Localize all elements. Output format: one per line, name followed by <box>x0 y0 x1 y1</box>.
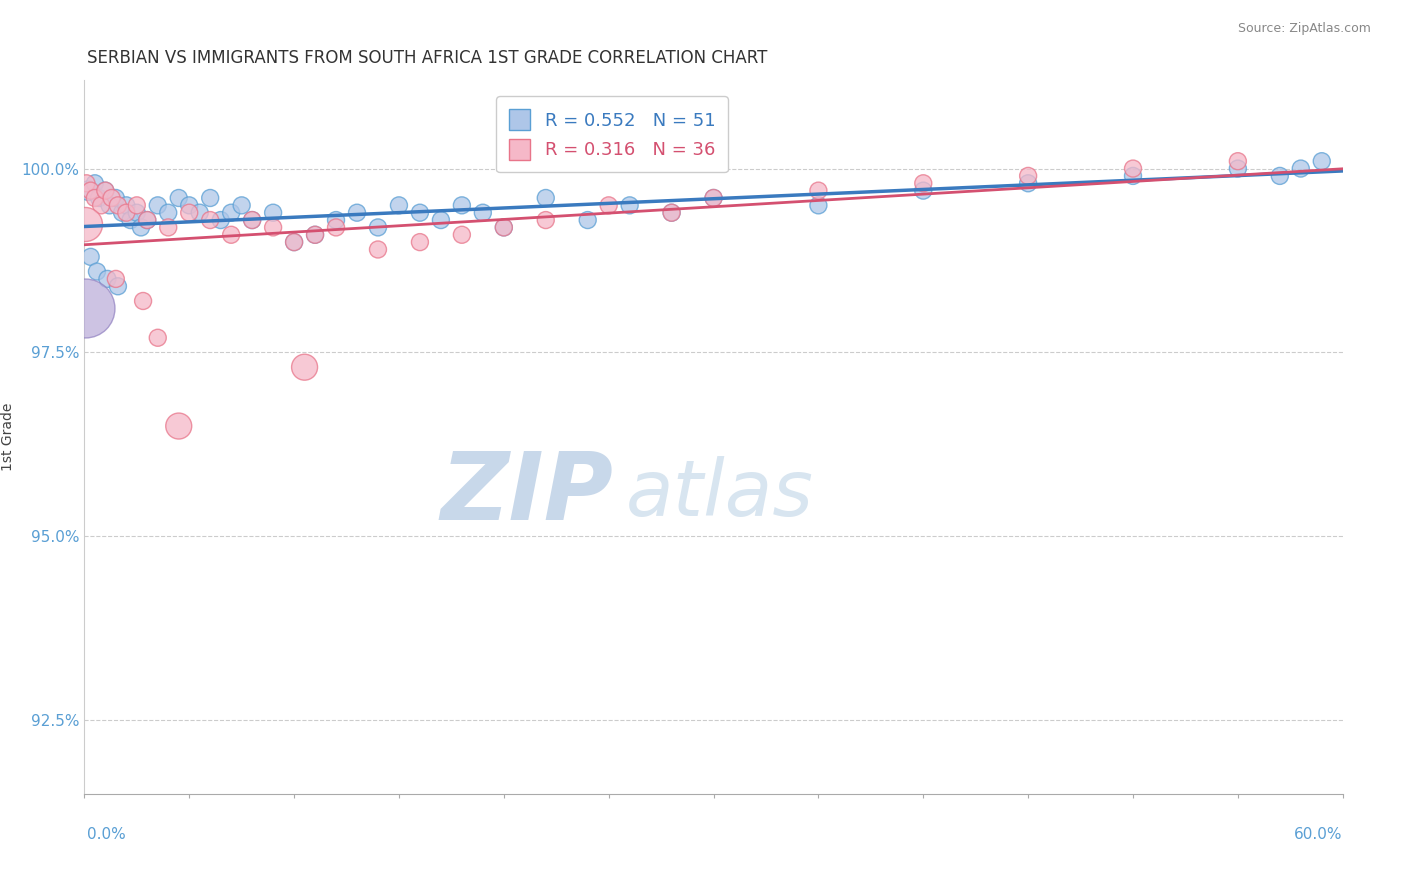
Text: 60.0%: 60.0% <box>1295 827 1343 841</box>
Point <box>111 205 134 219</box>
Point <box>492 220 515 235</box>
Point <box>1289 161 1312 176</box>
Text: atlas: atlas <box>626 456 813 533</box>
Point <box>136 213 159 227</box>
Point <box>77 184 100 198</box>
Point <box>283 235 305 249</box>
Point <box>86 264 108 278</box>
Point <box>107 198 129 212</box>
Point <box>807 184 830 198</box>
Point <box>304 227 326 242</box>
Point <box>304 227 326 242</box>
Point <box>125 198 148 212</box>
Point <box>136 213 159 227</box>
Point <box>96 272 118 286</box>
Point <box>107 279 129 293</box>
Point <box>262 205 284 219</box>
Point <box>75 301 97 316</box>
Point <box>912 176 935 190</box>
Y-axis label: 1st Grade: 1st Grade <box>0 403 14 471</box>
Point <box>430 213 453 227</box>
Point <box>240 213 263 227</box>
Point <box>167 191 190 205</box>
Point <box>125 205 148 219</box>
Point <box>598 198 620 212</box>
Point <box>661 205 683 219</box>
Point <box>179 205 201 219</box>
Point <box>262 220 284 235</box>
Point <box>1268 169 1291 183</box>
Text: 0.0%: 0.0% <box>87 827 127 841</box>
Point <box>388 198 411 212</box>
Point <box>451 227 474 242</box>
Point <box>115 205 138 219</box>
Point <box>83 191 105 205</box>
Point <box>90 198 112 212</box>
Point <box>1310 154 1333 169</box>
Point <box>576 213 599 227</box>
Point <box>451 198 474 212</box>
Point <box>703 191 725 205</box>
Point <box>83 176 105 190</box>
Point <box>209 213 232 227</box>
Point <box>219 227 242 242</box>
Point <box>1017 169 1039 183</box>
Point <box>367 243 389 257</box>
Point <box>179 198 201 212</box>
Point <box>1226 154 1249 169</box>
Point <box>912 184 935 198</box>
Point <box>1122 169 1144 183</box>
Point <box>200 191 222 205</box>
Point <box>325 220 347 235</box>
Point <box>367 220 389 235</box>
Point <box>146 198 169 212</box>
Point <box>200 213 222 227</box>
Legend: R = 0.552   N = 51, R = 0.316   N = 36: R = 0.552 N = 51, R = 0.316 N = 36 <box>496 96 728 172</box>
Point <box>94 184 117 198</box>
Point <box>167 419 190 434</box>
Point <box>157 220 180 235</box>
Point <box>534 191 557 205</box>
Point <box>94 184 117 198</box>
Point <box>492 220 515 235</box>
Point <box>129 220 152 235</box>
Point <box>409 235 432 249</box>
Point <box>1122 161 1144 176</box>
Point <box>325 213 347 227</box>
Point <box>75 176 97 190</box>
Point <box>75 217 97 231</box>
Point <box>283 235 305 249</box>
Point <box>219 205 242 219</box>
Text: SERBIAN VS IMMIGRANTS FROM SOUTH AFRICA 1ST GRADE CORRELATION CHART: SERBIAN VS IMMIGRANTS FROM SOUTH AFRICA … <box>87 49 768 67</box>
Point <box>87 191 110 205</box>
Point <box>79 184 101 198</box>
Point <box>661 205 683 219</box>
Point <box>157 205 180 219</box>
Point <box>471 205 494 219</box>
Point <box>534 213 557 227</box>
Point <box>104 272 127 286</box>
Text: ZIP: ZIP <box>440 448 613 541</box>
Point <box>409 205 432 219</box>
Point <box>240 213 263 227</box>
Point <box>120 213 142 227</box>
Point <box>231 198 253 212</box>
Point <box>132 293 155 308</box>
Point <box>79 250 101 264</box>
Text: Source: ZipAtlas.com: Source: ZipAtlas.com <box>1237 22 1371 36</box>
Point <box>346 205 368 219</box>
Point <box>98 198 121 212</box>
Point <box>146 331 169 345</box>
Point <box>1226 161 1249 176</box>
Point <box>115 198 138 212</box>
Point <box>104 191 127 205</box>
Point <box>100 191 122 205</box>
Point <box>703 191 725 205</box>
Point <box>1017 176 1039 190</box>
Point <box>294 360 316 375</box>
Point <box>619 198 641 212</box>
Point <box>807 198 830 212</box>
Point <box>188 205 211 219</box>
